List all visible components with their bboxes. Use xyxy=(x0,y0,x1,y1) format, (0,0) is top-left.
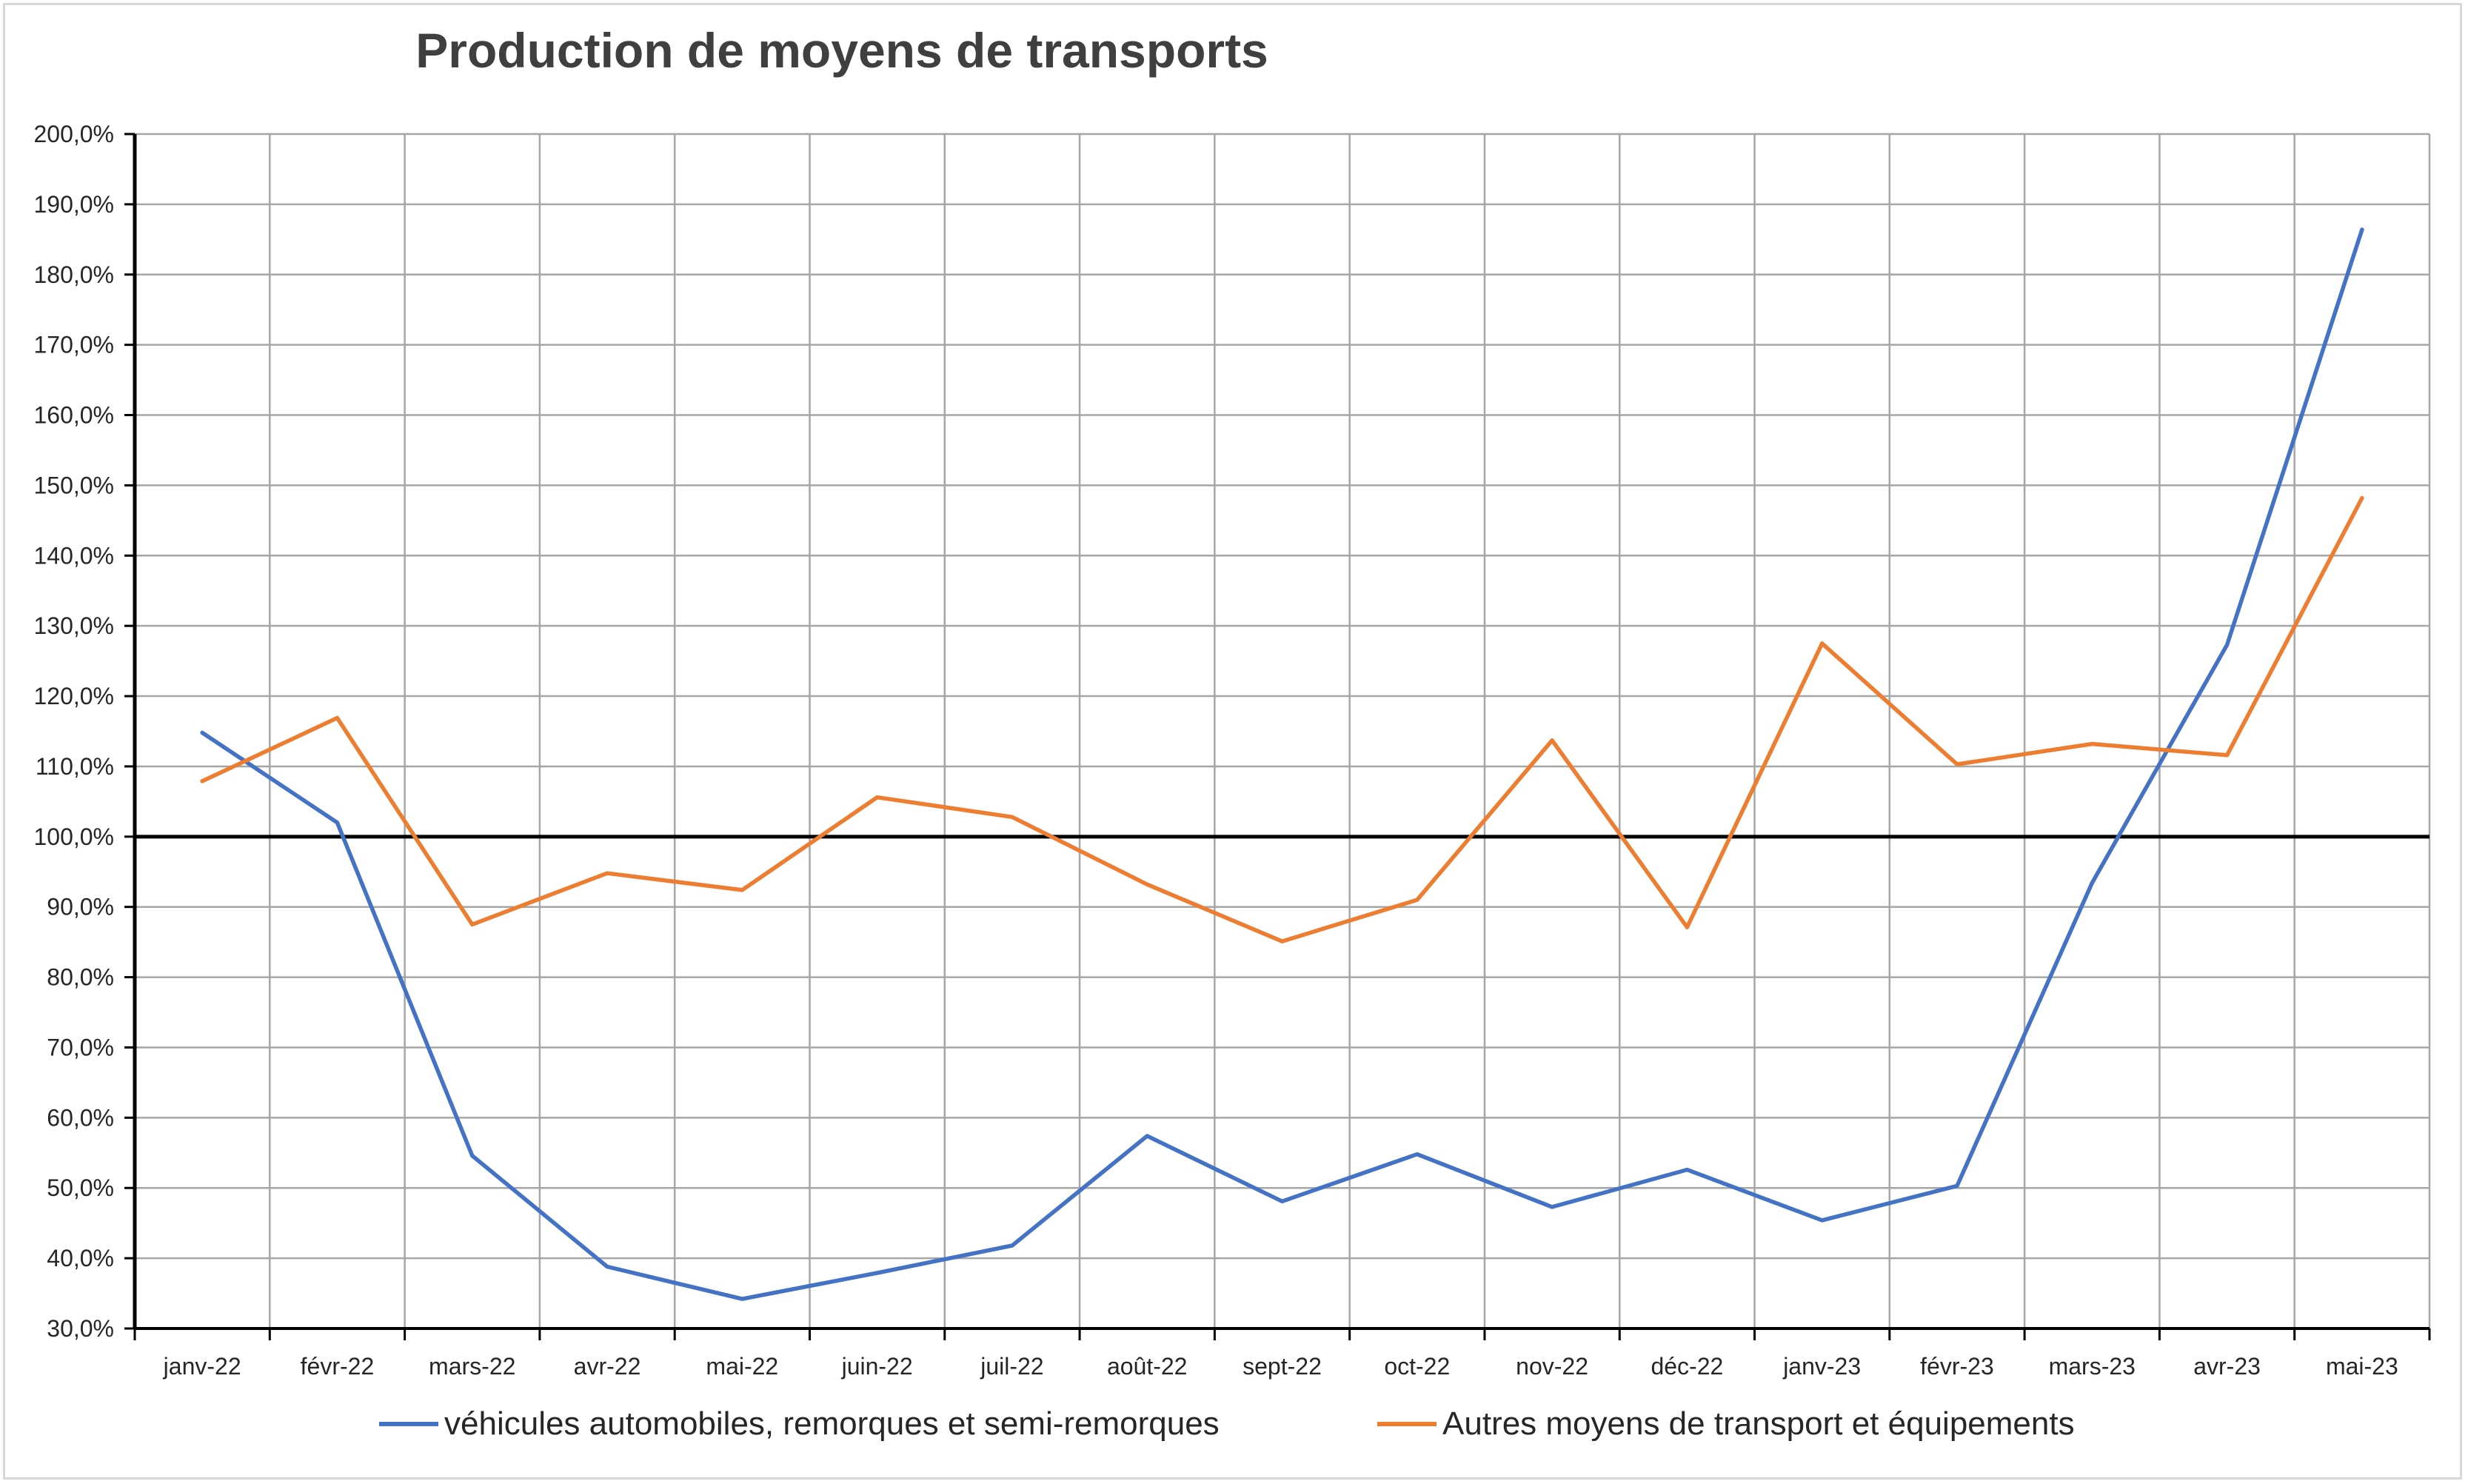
series-line-1 xyxy=(200,495,2364,943)
x-tick-label-9: oct-22 xyxy=(1384,1353,1450,1380)
y-tick-label-5: 80,0% xyxy=(47,964,114,991)
line-chart: Production de moyens de transports 30,0%… xyxy=(33,23,2431,1442)
x-tick-label-8: sept-22 xyxy=(1243,1353,1322,1380)
x-axis-tick-labels: janv-22 févr-22 mars-22 avr-22 mai-22 juin-22… xyxy=(163,1353,2398,1380)
y-tick-label-0: 30,0% xyxy=(47,1315,114,1342)
gridlines xyxy=(135,133,2431,1328)
y-tick-label-8: 110,0% xyxy=(36,753,114,780)
y-tick-label-3: 60,0% xyxy=(47,1104,114,1131)
y-tick-label-15: 180,0% xyxy=(33,261,114,288)
legend: véhicules automobiles, remorques et semi… xyxy=(379,1406,2075,1442)
x-tick-label-16: mai-23 xyxy=(2326,1353,2398,1380)
series-lines xyxy=(200,227,2364,1301)
x-tick-label-12: janv-23 xyxy=(1782,1353,1861,1380)
y-tick-label-4: 70,0% xyxy=(47,1034,114,1060)
y-tick-label-7: 100,0% xyxy=(33,823,114,850)
x-tick-label-7: août-22 xyxy=(1107,1353,1188,1380)
y-tick-label-13: 160,0% xyxy=(33,402,114,429)
y-tick-label-11: 140,0% xyxy=(33,542,114,569)
chart-frame: Production de moyens de transports 30,0%… xyxy=(3,3,2462,1480)
x-tick-label-10: nov-22 xyxy=(1516,1353,1588,1380)
y-tick-label-17: 200,0% xyxy=(33,121,114,147)
x-tick-label-13: févr-23 xyxy=(1920,1353,1994,1380)
x-tick-label-4: mai-22 xyxy=(706,1353,778,1380)
x-tick-label-3: avr-22 xyxy=(574,1353,641,1380)
y-tick-label-14: 170,0% xyxy=(33,332,114,358)
x-tick-label-15: avr-23 xyxy=(2193,1353,2261,1380)
chart-title: Production de moyens de transports xyxy=(415,23,1268,78)
legend-label-0: véhicules automobiles, remorques et semi… xyxy=(444,1406,1220,1442)
x-tick-label-0: janv-22 xyxy=(163,1353,241,1380)
legend-label-1: Autres moyens de transport et équipement… xyxy=(1442,1406,2075,1442)
y-tick-label-16: 190,0% xyxy=(33,191,114,218)
y-tick-label-10: 130,0% xyxy=(33,612,114,639)
y-axis-tick-labels: 30,0% 40,0% 50,0% 60,0% 70,0% 80,0% 90,0% 100,0… xyxy=(33,121,114,1342)
y-tick-label-1: 40,0% xyxy=(47,1245,114,1271)
y-tick-label-2: 50,0% xyxy=(47,1174,114,1201)
x-tick-label-5: juin-22 xyxy=(841,1353,913,1380)
y-tick-label-12: 150,0% xyxy=(33,472,114,498)
x-tick-label-14: mars-23 xyxy=(2049,1353,2136,1380)
series-line-0 xyxy=(200,227,2364,1301)
x-tick-label-1: févr-22 xyxy=(301,1353,375,1380)
x-tick-label-2: mars-22 xyxy=(429,1353,515,1380)
y-tick-label-9: 120,0% xyxy=(33,683,114,709)
x-tick-label-11: déc-22 xyxy=(1651,1353,1723,1380)
x-tick-label-6: juil-22 xyxy=(980,1353,1043,1380)
axes xyxy=(124,133,2431,1340)
y-tick-label-6: 90,0% xyxy=(47,894,114,920)
